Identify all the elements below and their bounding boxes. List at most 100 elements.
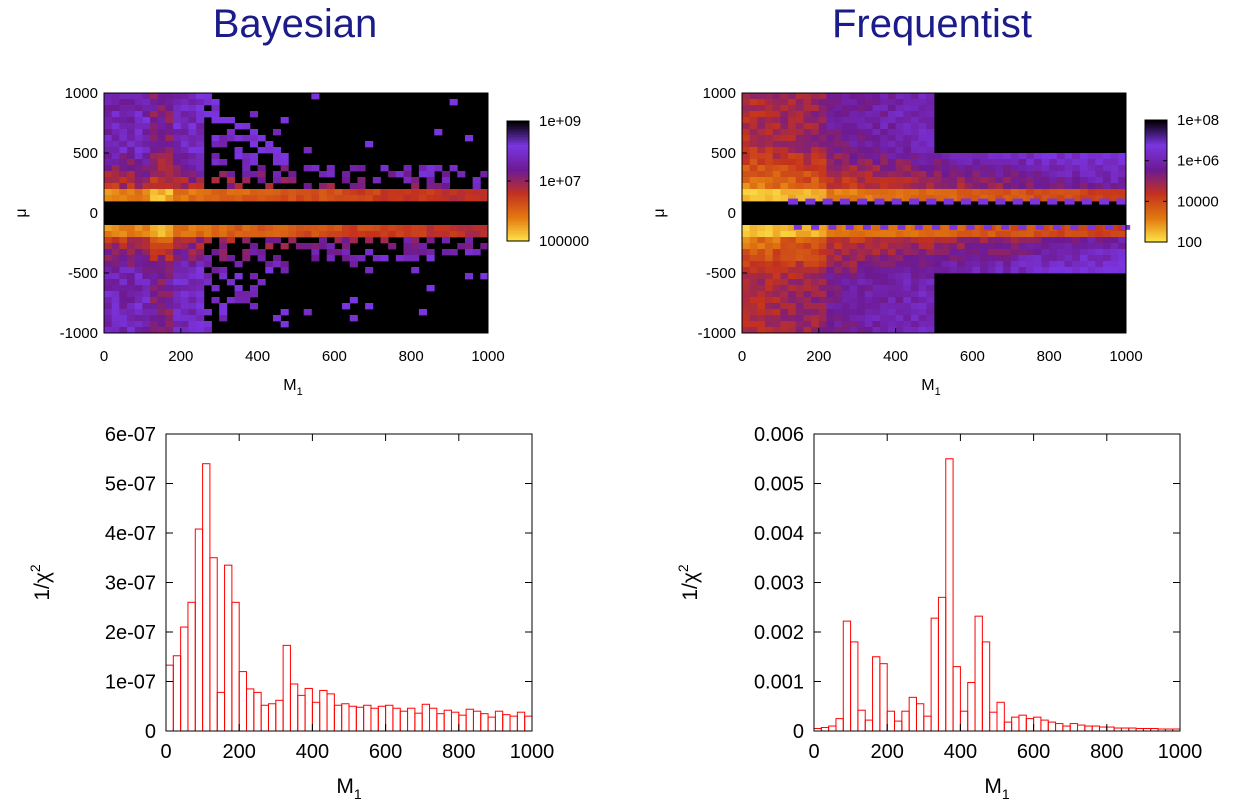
heatmap-cell — [249, 153, 258, 160]
heatmap-cell — [111, 99, 120, 106]
heatmap-cell — [857, 105, 866, 112]
heatmap-cell — [1102, 249, 1112, 256]
histogram-bar — [828, 725, 837, 732]
heatmap-cell — [1010, 195, 1019, 202]
heatmap-cell — [849, 285, 858, 292]
heatmap-cell — [772, 261, 781, 268]
heatmap-cell — [111, 297, 120, 304]
heatmap-cell — [841, 261, 850, 268]
histogram-bar — [923, 715, 932, 732]
heatmap-cell — [104, 153, 113, 160]
heatmap-cell — [910, 285, 920, 292]
histogram-bar — [246, 688, 255, 732]
heatmap-cell — [834, 297, 843, 304]
heatmap-cell — [319, 171, 328, 178]
heatmap-cell — [987, 255, 996, 262]
heatmap-cell — [1049, 189, 1058, 196]
heatmap-cell — [426, 195, 435, 202]
heatmap-cell — [1056, 171, 1065, 178]
heatmap-cell — [872, 303, 881, 310]
colorbar-step — [507, 143, 529, 146]
heatmap-cell — [995, 255, 1004, 262]
heatmap-cell — [742, 195, 751, 202]
heatmap-cell — [157, 327, 166, 334]
heatmap-cell — [1018, 165, 1027, 172]
heatmap-cell — [926, 309, 935, 316]
heatmap-cell — [772, 105, 781, 112]
heatmap-cell — [157, 135, 166, 142]
heatmap-cell — [895, 249, 904, 256]
heatmap-cell — [918, 129, 927, 136]
heatmap-cell — [941, 195, 950, 202]
heatmap-cell — [895, 189, 904, 196]
heatmap-cell — [1010, 189, 1019, 196]
heatmap-cell — [849, 123, 858, 130]
heatmap-cell — [1118, 189, 1127, 196]
heatmap-cell — [926, 189, 935, 196]
heatmap-cell — [1102, 237, 1112, 244]
heatmap-cell — [119, 123, 128, 130]
heatmap-cell — [926, 231, 935, 238]
colorbar-step — [1145, 221, 1167, 225]
heatmap-cell — [1079, 189, 1088, 196]
heatmap-cell — [196, 111, 205, 118]
heatmap-cell — [119, 261, 128, 268]
heatmap-cell — [196, 165, 205, 172]
heatmap-cell — [173, 171, 182, 178]
heatmap-cell — [173, 231, 182, 238]
heatmap-cell — [272, 129, 282, 136]
heatmap-cell — [242, 165, 251, 172]
heatmap-cell — [1041, 171, 1050, 178]
heatmap-cell — [180, 189, 189, 196]
heatmap-cell — [788, 309, 797, 316]
heatmap-cell — [1033, 177, 1042, 184]
colorbar-step — [1145, 146, 1167, 150]
heatmap-cell — [180, 261, 189, 268]
heatmap-dash — [1018, 225, 1027, 230]
heatmap-cell — [265, 147, 274, 154]
heatmap-cell — [142, 189, 151, 196]
heatmap-cell — [1064, 231, 1073, 238]
heatmap-cell — [772, 129, 781, 136]
heatmap-cell — [849, 171, 858, 178]
heatmap-cell — [910, 177, 920, 184]
heatmap-cell — [864, 327, 873, 334]
heatmap-cell — [111, 327, 120, 334]
heatmap-cell — [150, 177, 159, 184]
heatmap-cell — [880, 309, 889, 316]
heatmap-cell — [818, 153, 827, 160]
heatmap-cell — [742, 171, 751, 178]
heatmap-cell — [811, 237, 820, 244]
heatmap-cell — [826, 147, 835, 154]
heatmap-cell — [319, 183, 328, 190]
colorbar-step — [1145, 185, 1167, 188]
heatmap-cell — [910, 327, 920, 334]
heatmap-cell — [864, 195, 873, 202]
heatmap-cell — [903, 321, 912, 328]
heatmap-cell — [826, 261, 835, 268]
heatmap-cell — [795, 243, 804, 250]
heatmap-cell — [934, 249, 943, 256]
heatmap-cell — [765, 327, 774, 334]
heatmap-cell — [150, 261, 159, 268]
heatmap-cell — [926, 315, 935, 322]
colorbar-step — [507, 173, 529, 176]
heatmap-cell — [826, 249, 835, 256]
heatmap-cell — [826, 171, 835, 178]
heatmap-cell — [803, 273, 812, 280]
heatmap-cell — [342, 231, 351, 238]
heatmap-cell — [887, 171, 896, 178]
heatmap-cell — [780, 105, 789, 112]
heatmap-cell — [903, 177, 912, 184]
heatmap-cell — [1018, 255, 1027, 262]
heatmap-cell — [864, 303, 873, 310]
heatmap-cell — [926, 129, 935, 136]
heatmap-cell — [464, 195, 474, 202]
heatmap-cell — [765, 99, 774, 106]
heatmap-cell — [880, 273, 889, 280]
heatmap-cell — [872, 285, 881, 292]
heatmap-cell — [196, 285, 205, 292]
heatmap-cell — [165, 135, 174, 142]
heatmap-cell — [173, 189, 182, 196]
heatmap-cell — [134, 261, 143, 268]
